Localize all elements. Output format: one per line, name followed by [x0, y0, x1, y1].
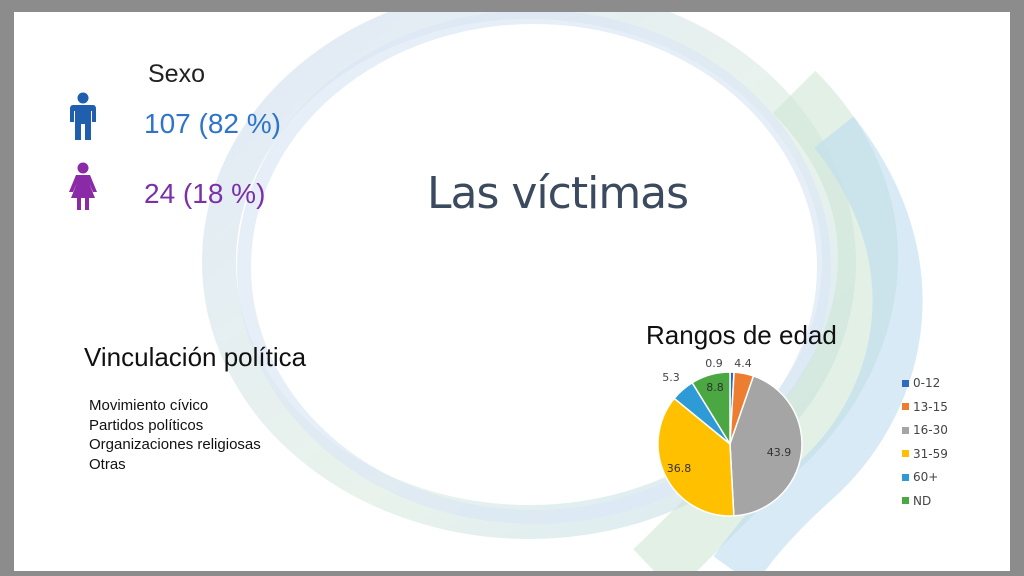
- pie-chart: 0.9 4.4 43.9 36.8 5.3 8.8: [657, 357, 803, 517]
- data-label: 8.8: [706, 381, 724, 394]
- legend-swatch: [902, 379, 909, 387]
- female-count: 24 (18 %): [144, 178, 266, 209]
- legend-label: 13-15: [913, 399, 948, 414]
- legend-item: 0-12: [902, 376, 940, 390]
- vinculacion-list: Movimiento cívico Partidos políticos Org…: [89, 396, 261, 474]
- legend-item: 13-15: [902, 400, 948, 414]
- slide: Sexo 107 (82 %) 24 (18 %) Las víctimas V…: [14, 12, 1010, 571]
- legend-label: 16-30: [913, 423, 948, 437]
- pie-slice-16-30: [729, 374, 803, 517]
- data-label: 43.9: [767, 446, 792, 459]
- legend-swatch: [902, 450, 909, 457]
- vinculacion-title: Vinculación política: [84, 342, 307, 372]
- legend-item: 16-30: [902, 423, 948, 437]
- legend-swatch: [902, 426, 909, 434]
- list-item: Partidos políticos: [89, 416, 204, 434]
- male-person-icon: [70, 92, 96, 140]
- slide-title: Las víctimas: [427, 168, 689, 219]
- male-count: 107 (82 %): [144, 108, 281, 139]
- sexo-title: Sexo: [148, 60, 205, 88]
- list-item: Otras: [89, 455, 126, 473]
- data-label: 0.9: [705, 357, 723, 370]
- chart-title: Rangos de edad: [646, 320, 837, 350]
- legend-label: 31-59: [913, 446, 948, 461]
- legend-swatch: [902, 473, 909, 481]
- data-label: 4.4: [734, 357, 752, 370]
- legend-label: ND: [913, 493, 932, 508]
- legend-swatch: [902, 497, 909, 504]
- legend-item: ND: [902, 494, 931, 508]
- legend-swatch: [902, 403, 909, 410]
- legend-label: 60+: [913, 470, 939, 484]
- pie-slice-ND: [691, 371, 731, 447]
- legend-item: 60+: [902, 470, 938, 484]
- decorative-swirl: [202, 12, 923, 571]
- data-label: 5.3: [662, 371, 680, 384]
- legend-item: 31-59: [902, 447, 948, 461]
- legend-label: 0-12: [913, 376, 941, 390]
- list-item: Movimiento cívico: [89, 397, 209, 414]
- pie-slice-31-59: [657, 397, 735, 517]
- list-item: Organizaciones religiosas: [89, 436, 261, 453]
- data-label: 36.8: [667, 462, 692, 475]
- female-person-icon: [69, 162, 97, 210]
